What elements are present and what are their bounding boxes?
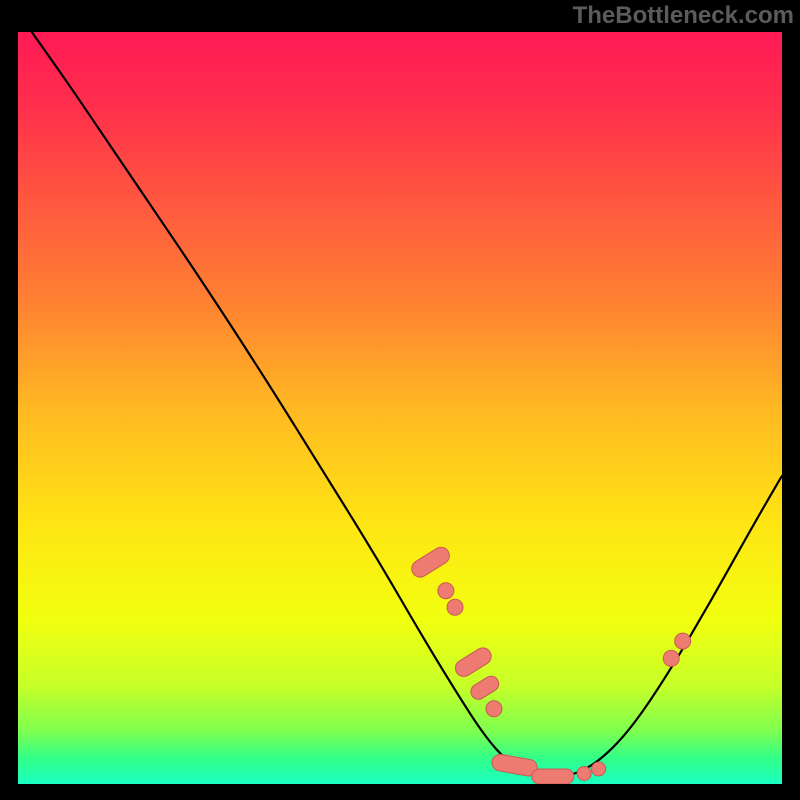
gradient-background [18, 32, 782, 784]
data-marker [675, 633, 691, 649]
plot-svg [18, 32, 782, 784]
data-marker [438, 583, 454, 599]
watermark-text: TheBottleneck.com [573, 2, 794, 30]
data-marker [663, 650, 679, 666]
data-marker [532, 769, 574, 784]
plot-area [18, 32, 782, 784]
data-marker [447, 599, 463, 615]
chart-frame: TheBottleneck.com [0, 0, 800, 800]
data-marker [486, 701, 502, 717]
data-marker [592, 762, 606, 776]
data-marker [577, 766, 591, 780]
